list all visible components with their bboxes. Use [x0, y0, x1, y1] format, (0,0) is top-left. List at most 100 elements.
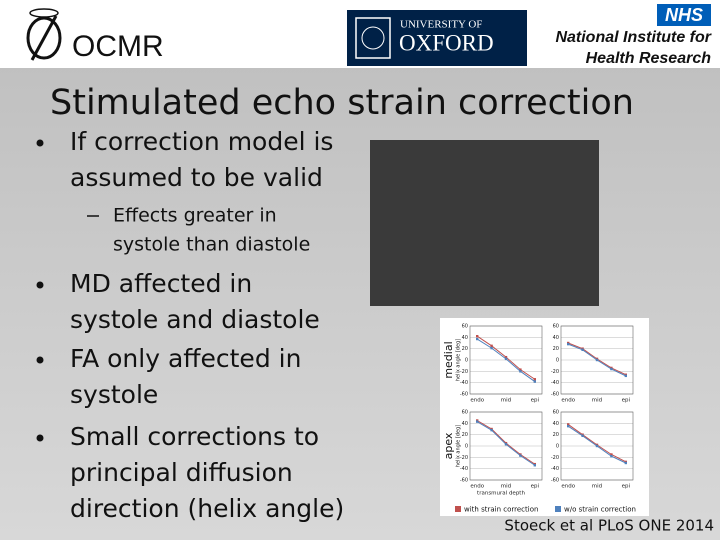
x-tick-label: mid	[592, 398, 602, 404]
oxford-top: UNIVERSITY OF	[400, 19, 482, 31]
legend-label: with strain correction	[464, 506, 538, 514]
y-tick-label: 60	[462, 324, 468, 330]
bullet-text: systole	[70, 380, 158, 409]
bullet-list: If correction model is assumed to be vali…	[36, 127, 344, 523]
series-point	[581, 348, 584, 351]
bullet-text: Small corrections to	[70, 422, 319, 451]
y-tick-label: 0	[465, 358, 468, 364]
bullet-dot	[36, 139, 44, 147]
y-tick-label: -60	[460, 392, 468, 398]
y-tick-label: -40	[460, 380, 468, 386]
series-point	[490, 428, 493, 432]
series-point	[533, 380, 536, 383]
plot-frame	[560, 411, 634, 481]
series-point	[567, 424, 570, 428]
bullet-text: assumed to be valid	[70, 163, 323, 192]
series-point	[610, 455, 613, 458]
y-tick-label: -40	[551, 380, 559, 386]
bullet-dot	[36, 356, 44, 364]
x-tick-label: mid	[592, 484, 602, 490]
x-tick-label: endo	[561, 398, 575, 404]
y-tick-label: 20	[553, 346, 559, 352]
x-tick-label: mid	[501, 398, 511, 404]
legend-swatch	[455, 506, 461, 512]
series-point	[581, 434, 584, 437]
x-tick-label: endo	[561, 484, 575, 490]
y-tick-label: 40	[462, 421, 468, 427]
y-tick-label: -40	[551, 466, 559, 472]
y-tick-label: -20	[551, 369, 559, 375]
y-tick-label: -20	[551, 455, 559, 461]
series-point	[624, 374, 627, 378]
series-point	[504, 357, 508, 361]
y-tick-label: 20	[553, 432, 559, 438]
bullet-text: direction (helix angle)	[70, 494, 344, 523]
series-point	[490, 344, 493, 348]
y-axis-label: helix angle [deg]	[456, 425, 462, 467]
series-point	[610, 453, 613, 456]
x-tick-label: epi	[531, 398, 540, 404]
plot-frame	[469, 411, 543, 481]
y-axis-label: helix angle [deg]	[456, 339, 462, 381]
series-point	[476, 337, 479, 341]
legend-swatch	[555, 506, 561, 512]
series-point	[519, 370, 522, 373]
y-tick-label: -60	[551, 478, 559, 484]
row-label: apex	[442, 432, 455, 459]
series-point	[504, 443, 508, 446]
series-point	[595, 358, 599, 362]
series-point	[519, 454, 522, 457]
mri-figure	[370, 140, 599, 306]
y-tick-label: 20	[462, 432, 468, 438]
bullet-text: FA only affected in	[70, 344, 301, 373]
nhs-text: NHS	[665, 5, 703, 25]
bullet-text: If correction model is	[70, 127, 333, 156]
series-point	[476, 420, 479, 423]
slide-title: Stimulated echo strain correction	[50, 83, 634, 123]
series-point	[490, 346, 493, 350]
y-tick-label: 0	[556, 444, 559, 450]
x-tick-label: epi	[531, 484, 540, 490]
ocmr-text: OCMR	[72, 30, 164, 63]
y-tick-label: 40	[553, 421, 559, 427]
nihr-logo: NHS National Institute for Health Resear…	[555, 4, 712, 67]
series-point	[610, 367, 613, 371]
bullet-text: MD affected in	[70, 269, 252, 298]
y-tick-label: -20	[460, 369, 468, 375]
series-point	[567, 423, 570, 426]
sub-bullet-text: systole than diastole	[113, 234, 310, 256]
oxford-logo: UNIVERSITY OF OXFORD	[347, 10, 527, 66]
y-tick-label: 20	[462, 346, 468, 352]
legend-label: w/o strain correction	[564, 506, 636, 514]
series-point	[519, 368, 522, 371]
bullet-text: principal diffusion	[70, 458, 293, 487]
series-point	[624, 461, 627, 465]
y-tick-label: -40	[460, 466, 468, 472]
x-tick-label: epi	[622, 484, 631, 490]
series-point	[504, 355, 508, 359]
nihr-line: National Institute for	[555, 29, 711, 46]
oxford-name: OXFORD	[399, 30, 494, 55]
bullet-text: systole and diastole	[70, 305, 320, 334]
x-tick-label: endo	[470, 484, 484, 490]
x-axis-label: transmural depth	[477, 491, 525, 497]
series-point	[533, 464, 536, 467]
series-point	[476, 335, 479, 338]
y-tick-label: 40	[553, 335, 559, 341]
y-tick-label: 0	[556, 358, 559, 364]
series-point	[567, 342, 570, 346]
y-tick-label: -60	[460, 478, 468, 484]
series-point	[595, 444, 599, 448]
x-tick-label: mid	[501, 484, 511, 490]
y-tick-label: 60	[553, 410, 559, 416]
bullet-dot	[36, 434, 44, 442]
series-point	[533, 378, 536, 381]
plot-frame	[560, 325, 634, 395]
x-tick-label: endo	[470, 398, 484, 404]
ocmr-logo: OCMR	[26, 8, 164, 63]
y-tick-label: 40	[462, 335, 468, 341]
nihr-line: Health Research	[586, 50, 712, 67]
sub-bullet-text: Effects greater in	[113, 205, 277, 227]
y-tick-label: 60	[462, 410, 468, 416]
